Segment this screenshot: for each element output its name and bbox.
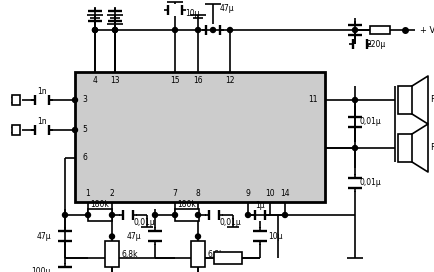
Text: 10μ: 10μ (267, 232, 282, 241)
Circle shape (85, 212, 90, 218)
Text: 16: 16 (193, 76, 202, 85)
Circle shape (227, 27, 232, 32)
Text: 10μ: 10μ (184, 8, 199, 17)
Text: 0,01μ: 0,01μ (359, 118, 381, 126)
Circle shape (352, 27, 357, 32)
Bar (397, 134, 411, 162)
Text: 1μ: 1μ (255, 202, 264, 211)
Text: RL: RL (429, 95, 434, 104)
Bar (174, 209, 198, 221)
Circle shape (92, 27, 97, 32)
Text: 6: 6 (82, 153, 87, 162)
Circle shape (109, 234, 114, 239)
Circle shape (172, 27, 177, 32)
Text: 1: 1 (85, 190, 90, 199)
Circle shape (62, 212, 67, 218)
Text: 8: 8 (195, 190, 200, 199)
Text: 180k: 180k (177, 200, 196, 209)
Bar (12, 125, 20, 135)
Text: 11: 11 (308, 95, 317, 104)
Text: 0,01μ: 0,01μ (359, 178, 381, 187)
Circle shape (195, 27, 200, 32)
Text: 12: 12 (225, 76, 234, 85)
Text: 180k: 180k (90, 200, 109, 209)
Text: 6,8k: 6,8k (207, 250, 224, 259)
Text: 2: 2 (109, 190, 114, 199)
Circle shape (282, 212, 287, 218)
Text: 4: 4 (92, 76, 97, 85)
Text: 10: 10 (265, 190, 274, 199)
Circle shape (352, 146, 357, 150)
Circle shape (109, 212, 114, 218)
Circle shape (72, 128, 77, 132)
Text: 15: 15 (170, 76, 179, 85)
Circle shape (72, 97, 77, 103)
Text: RL: RL (429, 144, 434, 153)
Text: 5: 5 (82, 125, 87, 134)
Text: 47μ: 47μ (220, 4, 234, 13)
Circle shape (195, 212, 200, 218)
Bar (105, 242, 119, 267)
Circle shape (112, 27, 117, 32)
Circle shape (195, 234, 200, 239)
Circle shape (92, 27, 97, 32)
Text: 9: 9 (245, 190, 250, 199)
Bar (191, 242, 204, 267)
Text: 13: 13 (110, 76, 119, 85)
Text: 7: 7 (172, 190, 177, 199)
Circle shape (152, 212, 157, 218)
Bar (369, 26, 389, 34)
Text: 6,8k: 6,8k (122, 250, 138, 259)
Text: 0,01μ: 0,01μ (220, 218, 241, 227)
Text: 0,01μ: 0,01μ (134, 218, 155, 227)
Text: 47μ: 47μ (36, 232, 51, 241)
Text: + Vcc: + Vcc (419, 26, 434, 35)
Circle shape (245, 212, 250, 218)
Bar (88, 209, 112, 221)
Text: 1n: 1n (37, 116, 47, 125)
Circle shape (352, 97, 357, 103)
Text: 100μ: 100μ (32, 267, 51, 272)
Text: 3: 3 (82, 95, 87, 104)
Text: 47μ: 47μ (126, 232, 141, 241)
Bar (75, 72, 324, 202)
Bar (12, 95, 20, 105)
Circle shape (210, 27, 215, 32)
Bar (397, 86, 411, 114)
Text: 1n: 1n (37, 86, 47, 95)
Bar (214, 252, 241, 264)
Circle shape (172, 212, 177, 218)
Text: 14: 14 (279, 190, 289, 199)
Text: 220μ: 220μ (366, 39, 385, 48)
Circle shape (112, 27, 117, 32)
